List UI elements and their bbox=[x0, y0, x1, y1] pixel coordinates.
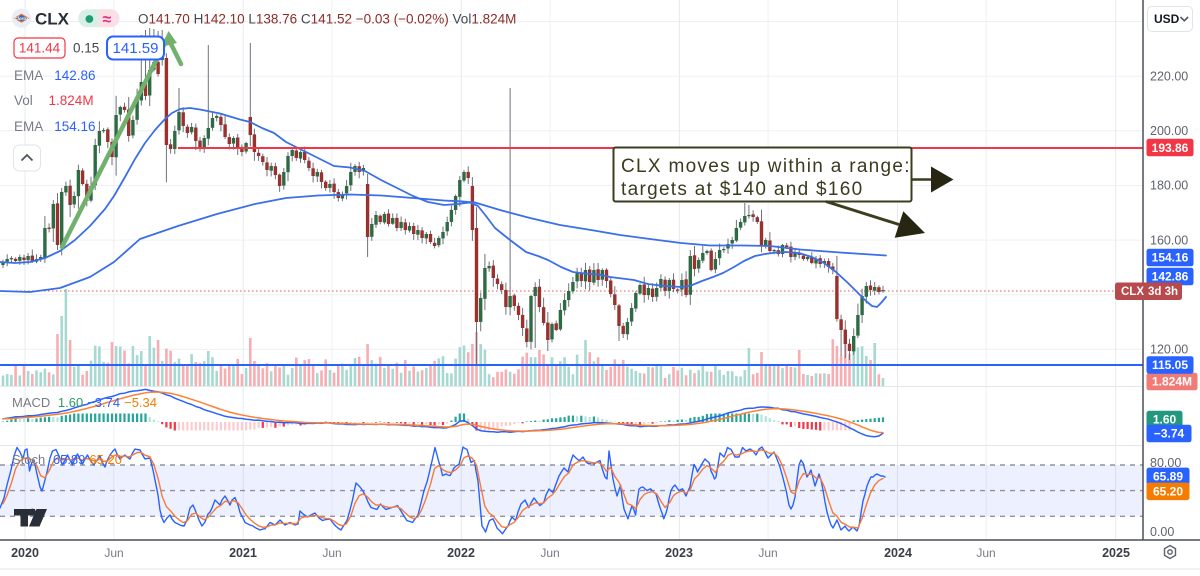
svg-text:CLX moves up within a range:: CLX moves up within a range: bbox=[621, 156, 911, 177]
svg-text:65.89: 65.89 bbox=[1153, 470, 1183, 484]
svg-text:2023: 2023 bbox=[665, 546, 693, 560]
svg-text:EMA 142.86: EMA 142.86 bbox=[14, 68, 96, 83]
svg-text:1.60: 1.60 bbox=[1153, 413, 1177, 427]
svg-text:Jun: Jun bbox=[322, 546, 341, 560]
svg-text:65.20: 65.20 bbox=[1153, 485, 1183, 499]
svg-text:≈: ≈ bbox=[103, 12, 112, 29]
svg-text:Jun: Jun bbox=[540, 546, 559, 560]
svg-text:120.00: 120.00 bbox=[1150, 343, 1188, 357]
svg-text:Vol 1.824M: Vol 1.824M bbox=[14, 93, 94, 108]
svg-text:0.15: 0.15 bbox=[73, 41, 99, 56]
svg-text:CLX: CLX bbox=[1121, 286, 1144, 298]
svg-text:2025: 2025 bbox=[1102, 546, 1130, 560]
svg-text:141.59: 141.59 bbox=[113, 40, 159, 57]
svg-text:1.824M: 1.824M bbox=[1152, 375, 1192, 389]
svg-text:0.00: 0.00 bbox=[1150, 525, 1174, 539]
svg-text:141.44: 141.44 bbox=[19, 41, 61, 56]
svg-text:CLX: CLX bbox=[35, 10, 70, 29]
svg-text:200.00: 200.00 bbox=[1150, 124, 1188, 138]
svg-text:2024: 2024 bbox=[884, 546, 912, 560]
svg-text:2020: 2020 bbox=[11, 546, 39, 560]
svg-text:193.86: 193.86 bbox=[1152, 141, 1189, 155]
svg-text:80.00: 80.00 bbox=[1150, 456, 1181, 470]
svg-text:USD: USD bbox=[1154, 12, 1180, 26]
svg-text:2021: 2021 bbox=[229, 546, 257, 560]
svg-text:154.16: 154.16 bbox=[1152, 251, 1189, 265]
svg-text:O141.70 H142.10 L138.76 C141.5: O141.70 H142.10 L138.76 C141.52 −0.03 (−… bbox=[138, 12, 516, 27]
svg-text:Clorox: Clorox bbox=[14, 16, 29, 21]
svg-text:Jun: Jun bbox=[758, 546, 777, 560]
svg-text:3d 3h: 3d 3h bbox=[1148, 286, 1178, 298]
svg-text:160.00: 160.00 bbox=[1150, 233, 1188, 247]
svg-text:EMA 154.16: EMA 154.16 bbox=[14, 119, 96, 134]
svg-text:2022: 2022 bbox=[447, 546, 475, 560]
svg-text:targets at $140 and $160: targets at $140 and $160 bbox=[621, 179, 863, 200]
svg-text:115.05: 115.05 bbox=[1152, 358, 1188, 372]
svg-text:−3.74: −3.74 bbox=[1154, 427, 1185, 441]
svg-text:Jun: Jun bbox=[104, 546, 123, 560]
svg-text:220.00: 220.00 bbox=[1150, 69, 1188, 83]
svg-text:Jun: Jun bbox=[976, 546, 995, 560]
svg-text:142.86: 142.86 bbox=[1152, 270, 1189, 284]
svg-text:180.00: 180.00 bbox=[1150, 179, 1188, 193]
